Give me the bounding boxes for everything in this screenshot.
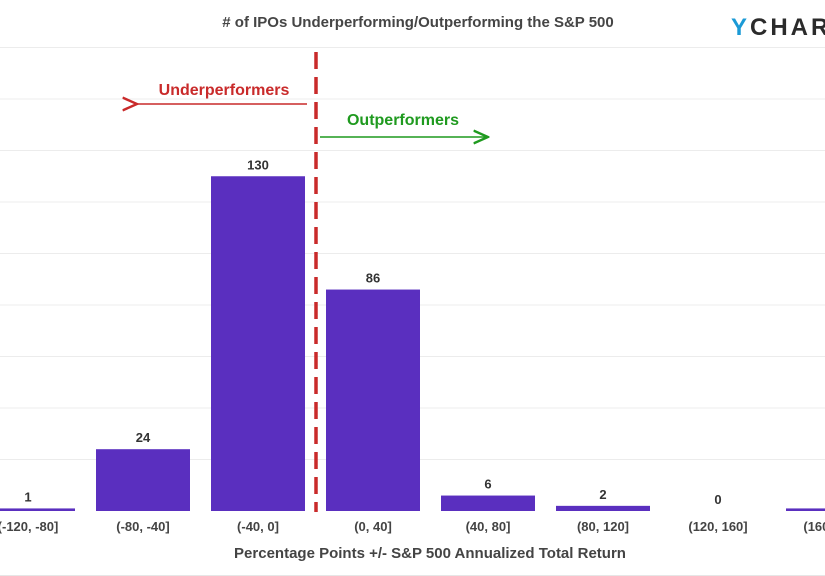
bar-value-label: 6 [484,477,491,492]
x-tick-labels: (-120, -80] (-80, -40] (-40, 0] (0, 40] (40,… [0,519,825,534]
bar-value-label: 0 [714,492,721,507]
chart-title: # of IPOs Underperforming/Outperforming … [222,14,613,31]
value-labels: 1 24 130 86 6 2 0 [24,157,721,507]
bar [0,508,75,511]
bar-value-label: 24 [136,430,151,445]
bar-series [0,176,825,511]
x-tick-label: (-120, -80] [0,519,58,534]
gridlines [0,47,825,460]
bar-value-label: 1 [24,489,31,504]
x-axis-label: Percentage Points +/- S&P 500 Annualized… [234,545,626,562]
x-tick-label: (-80, -40] [116,519,169,534]
bar-value-label: 130 [247,157,269,172]
bar [441,495,535,511]
x-tick-label: (-40, 0] [237,519,279,534]
logo-letter-y: Y [731,14,750,41]
bar [556,505,650,511]
bar-value-label: 86 [366,271,380,286]
bar [786,508,825,511]
x-tick-label: (120, 160] [688,519,747,534]
underperformers-label: Underperformers [159,82,290,99]
ycharts-logo: YCHARTS [731,14,825,41]
bar [326,289,420,511]
outperformers-label: Outperformers [347,112,459,129]
x-tick-label: (80, 120] [577,519,629,534]
x-tick-label: (40, 80] [466,519,511,534]
logo-letters: CHARTS [750,14,825,41]
x-tick-label: (0, 40] [354,519,392,534]
bar-value-label: 2 [599,487,606,502]
bar [96,449,190,511]
x-tick-label: (160, 200] [803,519,825,534]
bar [211,176,305,511]
